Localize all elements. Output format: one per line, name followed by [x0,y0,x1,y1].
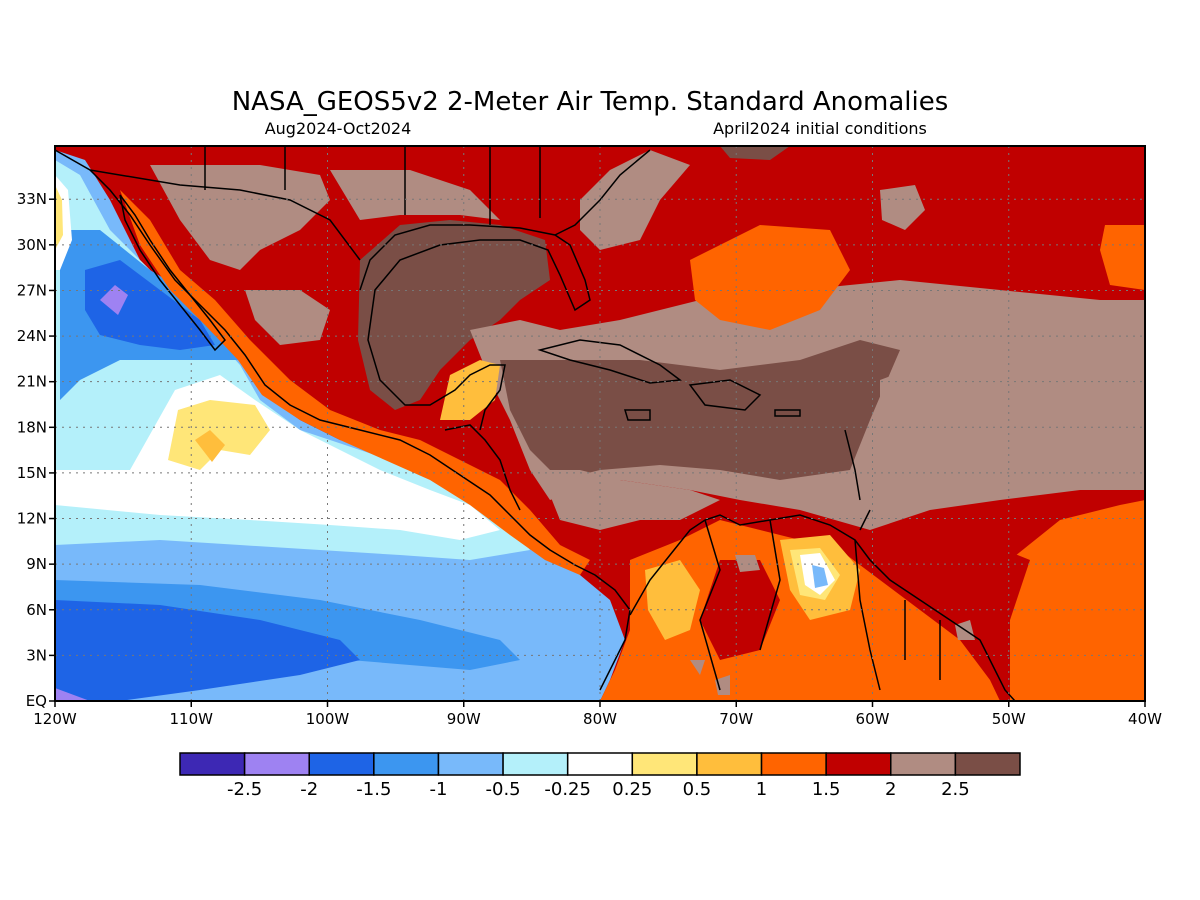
y-tick-label: EQ [26,692,47,710]
coastlines [55,146,1016,701]
y-tick-label: 27N [17,281,47,299]
field-coast-orange [120,190,590,575]
colorbar-swatch [760,752,827,776]
field-south-deep-blue [55,600,360,701]
colorbar-swatch [502,752,569,776]
y-tick-label: 24N [17,327,47,345]
field-mexico-brown [150,165,330,270]
field-atlantic-brown-blob [880,185,925,230]
x-tick-label: 110W [170,710,214,728]
colorbar-swatch [243,752,310,776]
field-sa-brown-dots [690,555,975,695]
border-central-america [444,424,521,511]
graticule [55,146,1145,701]
field-north-brown [330,170,500,220]
border-sa-countries [699,519,941,691]
y-tick-label: 15N [17,464,47,482]
y-tick-label: 6N [26,601,47,619]
x-axis: 120W 110W 100W 90W 80W 70W 60W 50W 40W [33,701,1162,728]
x-tick-label: 40W [1128,710,1162,728]
y-tick-label: 12N [17,510,47,528]
colorbar-label: 2.5 [941,779,970,800]
colorbar-label: -2.5 [227,779,262,800]
subtitle-period: Aug2024-Oct2024 [265,119,412,138]
y-tick-label: 9N [26,555,47,573]
field-atlantic-orange-3 [1010,500,1145,701]
field-pacific-blue [85,260,215,350]
field-sa-yellow-1 [645,560,700,640]
field-florida-darkbrown [720,146,790,160]
x-tick-label: 70W [719,710,753,728]
y-tick-label: 30N [17,236,47,254]
field-atlantic-orange-2 [1100,225,1145,290]
y-tick-label: 33N [17,190,47,208]
colorbar-swatch [437,752,504,776]
colorbar-swatch [373,752,440,776]
x-tick-label: 50W [992,710,1026,728]
x-tick-label: 100W [306,710,350,728]
field-mexico-brown2 [245,290,330,345]
colorbar-label: 0.25 [612,779,652,800]
y-tick-label: 21N [17,373,47,391]
colorbar-label: -2 [300,779,318,800]
coastline-mexico-pacific [55,149,631,691]
colorbar: -2.5 -2 -1.5 -1 -0.5 -0.25 0.25 0.5 1 1.5 2 2.5 [179,752,1021,800]
field-pacific-yellow [168,400,270,470]
field-sa-red-inner [700,560,780,660]
anomaly-field [55,146,1145,701]
field-equator-violet [55,688,90,701]
coastline-south-america-north [629,514,1016,701]
field-sa-lightblue [812,565,828,588]
field-atlantic-brown-band [880,340,1145,500]
field-pacific-violet [100,285,128,315]
figure-title: NASA_GEOS5v2 2-Meter Air Temp. Standard … [232,87,949,117]
coastline-cuba [537,339,682,384]
colorbar-label: -1 [429,779,447,800]
y-axis: EQ 3N 6N 9N 12N 15N 18N 21N 24N 27N 30N 33N [17,190,55,710]
subtitle-initial-conditions: April2024 initial conditions [713,119,927,138]
colorbar-swatch [631,752,698,776]
field-caribbean-brown [500,340,900,480]
colorbar-swatch [825,752,892,776]
field-atlantic-orange-1 [690,225,850,330]
field-pacific-white [55,375,500,540]
y-tick-label: 3N [26,646,47,664]
x-tick-label: 60W [856,710,890,728]
field-pacific-lightblue [55,150,625,701]
coastline-lesser-antilles [844,429,871,531]
x-tick-label: 120W [33,710,77,728]
border-us-mexico [89,169,361,261]
colorbar-label: 2 [885,779,896,800]
colorbar-swatch [179,752,246,776]
colorbar-swatch [890,752,957,776]
field-florida-brown [580,150,690,250]
colorbar-label: -1.5 [356,779,391,800]
coastline-florida [554,149,651,236]
field-sa-brown [540,470,720,530]
coastline-gulf [359,224,591,431]
colorbar-label: -0.25 [544,779,591,800]
border-us-states [204,146,541,225]
colorbar-label: 0.5 [683,779,712,800]
colorbar-swatch [954,752,1021,776]
coastline-puerto-rico [774,409,801,417]
colorbar-swatch [308,752,375,776]
colorbar-label: 1.5 [812,779,841,800]
field-pacific-orange-dot [195,430,225,462]
field-gulf-brown [358,220,550,410]
field-yucatan-yellow [440,360,500,420]
colorbar-swatch [696,752,763,776]
coastline-hispaniola [688,379,762,411]
y-tick-label: 18N [17,418,47,436]
colorbar-label: -0.5 [486,779,521,800]
x-tick-label: 80W [583,710,617,728]
coastline-jamaica [623,409,651,421]
field-baja-yellow [55,185,63,250]
colorbar-label: 1 [756,779,767,800]
x-tick-label: 90W [447,710,481,728]
colorbar-swatch [566,752,634,776]
